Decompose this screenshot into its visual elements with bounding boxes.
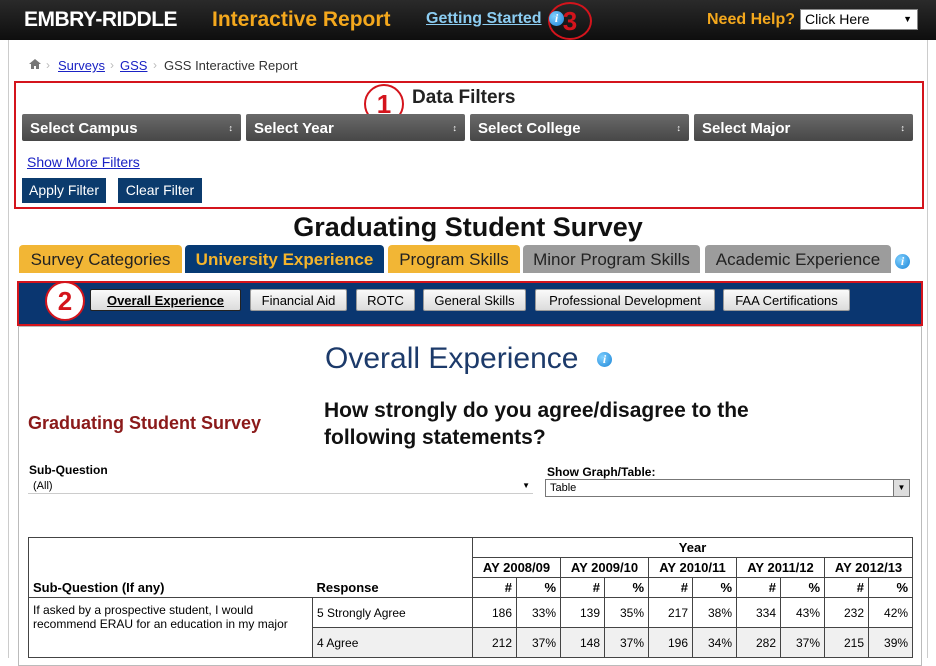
data-row: If asked by a prospective student, I wou… xyxy=(28,597,914,658)
select-text: (All) xyxy=(33,480,53,492)
app-title: Interactive Report xyxy=(212,8,391,31)
filters-box xyxy=(14,81,924,209)
help-select[interactable]: Click Here ▼ xyxy=(800,9,918,30)
subnav-button[interactable]: Professional Development xyxy=(535,289,715,311)
logo[interactable]: EMBRY-RIDDLE xyxy=(24,8,178,31)
help-select-text: Click Here xyxy=(805,11,870,27)
sub-question-label: Sub-Question xyxy=(29,463,108,477)
page-frame xyxy=(8,40,928,658)
apply-button[interactable]: Apply Filter xyxy=(22,178,106,203)
callout-2: 2 xyxy=(45,281,85,321)
value-cell: 186 xyxy=(472,597,517,628)
value-cell: 232 xyxy=(824,597,869,628)
tab[interactable]: Academic Experience xyxy=(705,245,891,273)
getting-started-link[interactable]: Getting Started xyxy=(426,10,542,27)
subnav-active[interactable]: Overall Experience xyxy=(90,289,241,311)
help-label: Need Help? xyxy=(707,11,796,28)
header-row: Sub-Question (If any) Response Year xyxy=(28,537,914,598)
year-label: AY 2010/11 xyxy=(648,557,737,578)
value-cell: 217 xyxy=(648,597,693,628)
home-icon[interactable] xyxy=(28,58,42,70)
value-cell: 282 xyxy=(736,627,781,658)
year-label: AY 2011/12 xyxy=(736,557,825,578)
crumb-sep: › xyxy=(110,58,114,72)
percent-header: % xyxy=(604,577,649,598)
value-cell: 212 xyxy=(472,627,517,658)
tab[interactable]: Program Skills xyxy=(388,245,520,273)
response-header: Response xyxy=(312,537,473,598)
crumb-sep: › xyxy=(153,58,157,72)
view-label: Show Graph/Table: xyxy=(547,465,656,479)
question: How strongly do you agree/disagree to th… xyxy=(324,399,749,449)
percent-header: % xyxy=(867,577,914,598)
count-header: # xyxy=(472,577,517,598)
value-cell: 35% xyxy=(604,597,649,628)
breadcrumb-link[interactable]: GSS xyxy=(120,58,148,73)
data-table: Sub-Question (If any) Response Year AY 2008… xyxy=(28,537,914,658)
tab-active[interactable]: University Experience xyxy=(185,245,384,273)
value-cell: 139 xyxy=(560,597,605,628)
value-cell: 148 xyxy=(560,627,605,658)
response-cell: 5 Strongly Agree xyxy=(312,597,473,628)
tab[interactable]: Minor Program Skills xyxy=(523,245,700,273)
year-label: AY 2012/13 xyxy=(823,557,914,578)
value-cell: 215 xyxy=(824,627,869,658)
value-cell: 38% xyxy=(692,597,737,628)
percent-header: % xyxy=(516,577,561,598)
info-icon[interactable]: i xyxy=(549,11,564,26)
count-header: # xyxy=(648,577,693,598)
year-label: AY 2009/10 xyxy=(560,557,649,578)
value-cell: 37% xyxy=(604,627,649,658)
sub-question-header: Sub-Question (If any) xyxy=(28,537,313,598)
value-cell: 37% xyxy=(516,627,561,658)
tab[interactable]: Survey Categories xyxy=(19,245,182,273)
response-cell: 4 Agree xyxy=(312,627,473,658)
value-cell: 33% xyxy=(516,597,561,628)
subnav-button[interactable]: Financial Aid xyxy=(250,289,347,311)
subnav-button[interactable]: General Skills xyxy=(423,289,526,311)
section-heading: Overall Experience xyxy=(325,342,579,375)
value-cell: 37% xyxy=(780,627,825,658)
filter-dropdown[interactable]: Select Campus xyxy=(22,114,241,143)
percent-header: % xyxy=(780,577,825,598)
percent-header: % xyxy=(692,577,737,598)
filter-dropdown[interactable]: Select Major xyxy=(694,114,913,143)
breadcrumb-current: GSS Interactive Report xyxy=(164,58,298,73)
value-cell: 334 xyxy=(736,597,781,628)
filter-dropdown[interactable]: Select Year xyxy=(246,114,465,143)
count-header: # xyxy=(736,577,781,598)
sub-question-cell: If asked by a prospective student, I wou… xyxy=(28,597,313,658)
info-icon[interactable]: i xyxy=(597,352,612,367)
count-header: # xyxy=(560,577,605,598)
breadcrumb-link[interactable]: Surveys xyxy=(58,58,105,73)
select-text: Table xyxy=(550,482,577,494)
value-cell: 42% xyxy=(867,597,914,628)
subnav-button[interactable]: ROTC xyxy=(356,289,415,311)
value-cell: 39% xyxy=(867,627,914,658)
year-header: Year xyxy=(471,537,914,558)
clear-button[interactable]: Clear Filter xyxy=(118,178,202,203)
value-cell: 34% xyxy=(692,627,737,658)
value-cell: 196 xyxy=(648,627,693,658)
sub-question-select[interactable]: (All) ▼ xyxy=(28,478,533,494)
more-filters-link[interactable]: Show More Filters xyxy=(27,154,140,170)
subnav-button[interactable]: FAA Certifications xyxy=(723,289,850,311)
page-title: Graduating Student Survey xyxy=(293,212,643,242)
count-header: # xyxy=(824,577,869,598)
filters-title: Data Filters xyxy=(412,87,516,108)
info-icon[interactable]: i xyxy=(895,254,910,269)
year-label: AY 2008/09 xyxy=(472,557,561,578)
header-row: AY 2008/09 AY 2009/10 AY 2010/11 AY 2011/12… xyxy=(29,557,914,578)
header-bar xyxy=(0,0,936,40)
view-select[interactable]: Table ▼ xyxy=(545,479,910,497)
value-cell: 43% xyxy=(780,597,825,628)
survey-name: Graduating Student Survey xyxy=(28,413,262,433)
crumb-sep: › xyxy=(46,58,50,72)
filter-dropdown[interactable]: Select College xyxy=(470,114,689,143)
